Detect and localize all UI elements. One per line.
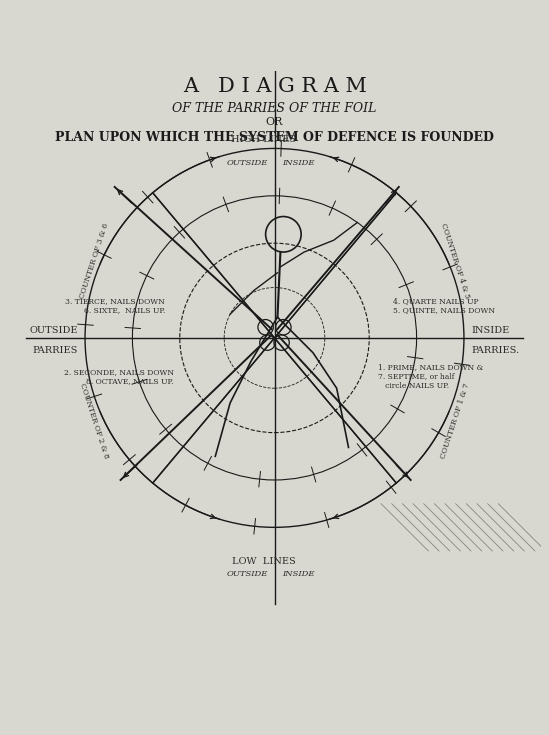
Text: 1. PRIME, NAILS DOWN &
7. SEPTIME, or half
   circle NAILS UP.: 1. PRIME, NAILS DOWN & 7. SEPTIME, or ha… <box>378 363 484 390</box>
Text: INSIDE: INSIDE <box>282 159 315 167</box>
Text: COUNTER OF 2 & 8: COUNTER OF 2 & 8 <box>78 382 110 459</box>
Text: OUTSIDE: OUTSIDE <box>30 326 78 335</box>
Text: PARRIES: PARRIES <box>32 346 78 356</box>
Text: 2. SECONDE, NAILS DOWN
8. OCTAVE, NAILS UP.: 2. SECONDE, NAILS DOWN 8. OCTAVE, NAILS … <box>64 368 174 385</box>
Text: COUNTER OF 3 & 6: COUNTER OF 3 & 6 <box>78 222 110 300</box>
Text: PARRIES.: PARRIES. <box>471 346 519 356</box>
Text: INSIDE: INSIDE <box>471 326 509 335</box>
Text: OUTSIDE: OUTSIDE <box>227 159 268 167</box>
Text: 3. TIERCE, NAILS DOWN
6. SIXTE,  NAILS UP.: 3. TIERCE, NAILS DOWN 6. SIXTE, NAILS UP… <box>65 297 165 314</box>
Text: OF THE PARRIES OF THE FOIL: OF THE PARRIES OF THE FOIL <box>172 101 377 115</box>
Text: COUNTER OF 1 & 7: COUNTER OF 1 & 7 <box>439 382 471 459</box>
Text: LOW  LINES: LOW LINES <box>232 557 296 566</box>
Text: PLAN UPON WHICH THE SYSTEM OF DEFENCE IS FOUNDED: PLAN UPON WHICH THE SYSTEM OF DEFENCE IS… <box>55 132 494 144</box>
Text: OUTSIDE: OUTSIDE <box>227 570 268 578</box>
Text: INSIDE: INSIDE <box>282 570 315 578</box>
Text: HIGH LINES: HIGH LINES <box>231 135 296 144</box>
Text: A   D I A G R A M: A D I A G R A M <box>183 76 366 96</box>
Text: 4. QUARTE NAILS UP
5. QUINTE, NAILS DOWN: 4. QUARTE NAILS UP 5. QUINTE, NAILS DOWN <box>393 297 495 314</box>
Text: COUNTER OF 4 & 5: COUNTER OF 4 & 5 <box>439 222 471 300</box>
Text: OR: OR <box>266 117 283 127</box>
